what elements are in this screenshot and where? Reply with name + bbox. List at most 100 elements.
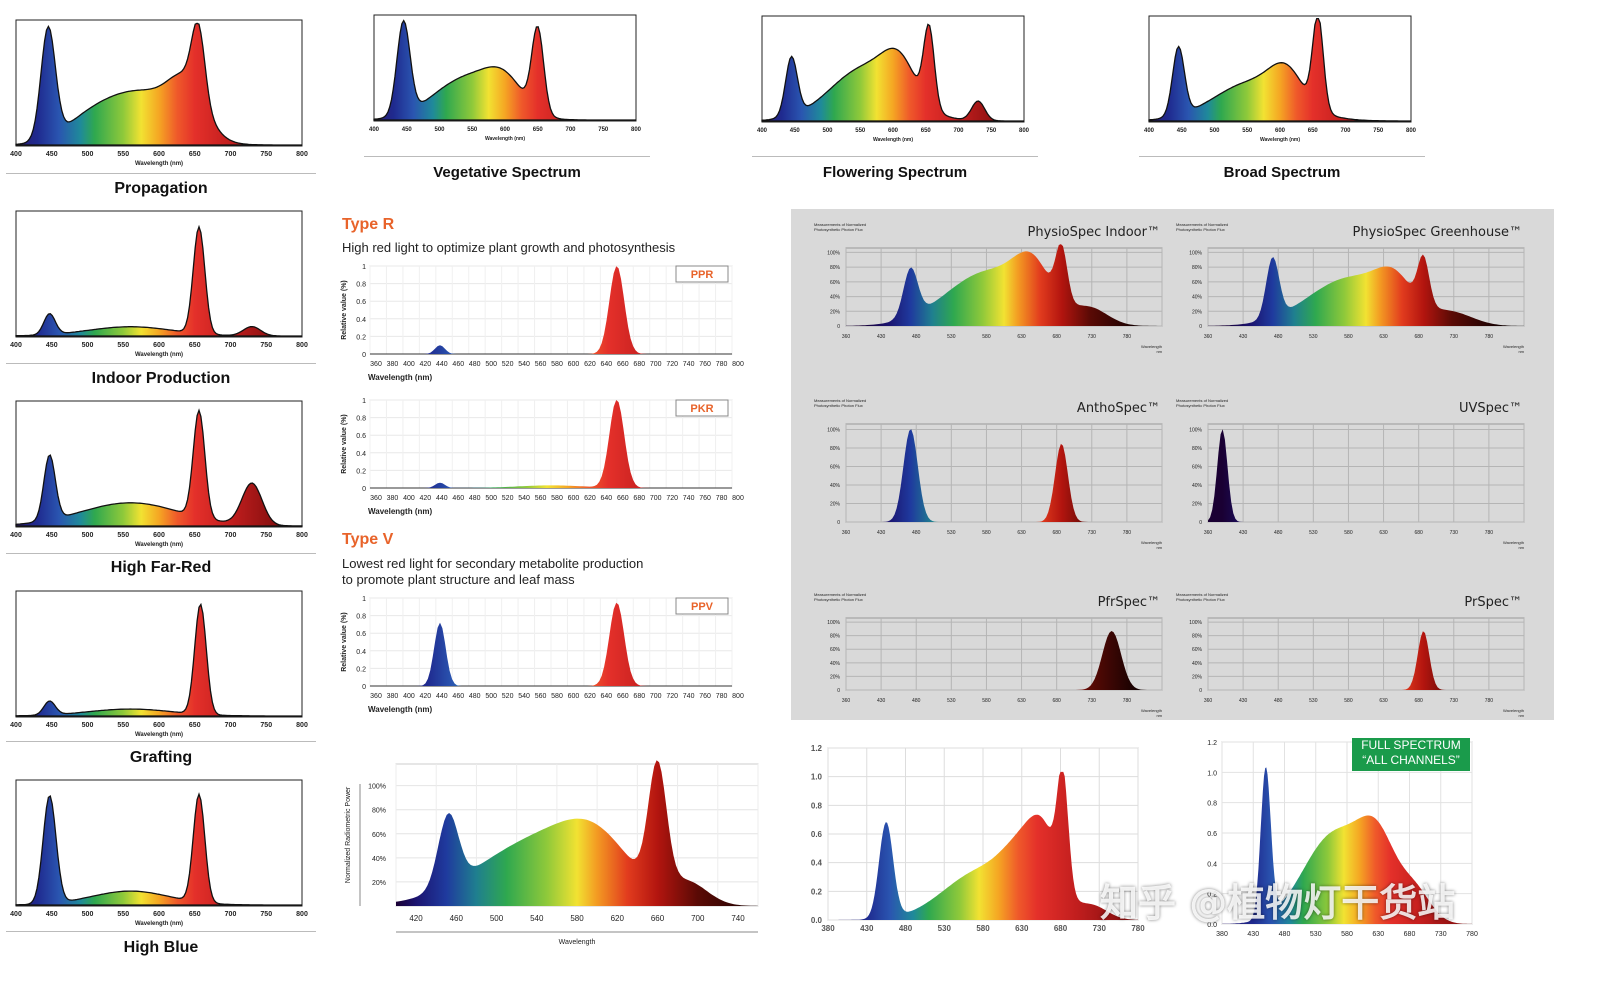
x-tick-label: 750 xyxy=(260,722,272,729)
spectrum-name: PrSpec™ xyxy=(1464,595,1522,610)
x-tick-label: 360 xyxy=(1204,698,1213,704)
badge-label: PKR xyxy=(690,403,713,415)
x-tick-label: 750 xyxy=(598,127,609,133)
y-tick-label: 0.0 xyxy=(1207,922,1217,929)
y-tick-label: 80% xyxy=(830,446,841,452)
x-tick-label: 450 xyxy=(46,722,58,729)
x-tick-label: 520 xyxy=(502,693,514,700)
spectrum-curve xyxy=(846,244,1162,326)
x-tick-label: 780 xyxy=(1123,334,1132,340)
x-tick-label: 750 xyxy=(1373,128,1384,134)
x-tick-label: 640 xyxy=(601,361,613,368)
x-tick-label: 620 xyxy=(584,495,596,502)
x-tick-label: 620 xyxy=(611,914,625,923)
x-tick-label: 450 xyxy=(46,911,58,918)
plot-area xyxy=(845,423,1163,523)
x-tick-label: 400 xyxy=(403,693,415,700)
x-tick-label: 650 xyxy=(921,128,932,134)
y-tick-label: 0.2 xyxy=(356,468,366,475)
x-tick-label: 720 xyxy=(666,495,678,502)
x-tick-label: 720 xyxy=(666,361,678,368)
x-tick-label: 460 xyxy=(452,693,464,700)
divider xyxy=(752,156,1038,157)
chart-high-far-red: 400 450 500 550 600 650 700 750 800 Wavelength (n… xyxy=(10,400,308,548)
x-tick-label: 700 xyxy=(565,127,576,133)
x-tick-label: 600 xyxy=(568,495,580,502)
type-chart-pkr: 0 0.2 0.4 0.6 0.8 1 360 380 400 420 440 460 480 500 52… xyxy=(341,398,744,516)
x-tick-label: 400 xyxy=(1144,128,1155,134)
x-tick-label: 800 xyxy=(296,722,308,729)
badge-box xyxy=(675,399,729,417)
x-tick-label: 730 xyxy=(1450,334,1459,340)
x-tick-label: 400 xyxy=(10,532,22,539)
bottom-right-chart: 0.0 0.2 0.4 0.6 0.8 1.0 1.2 380 430 480 530 580 630 6… xyxy=(1207,740,1478,938)
y-tick-label: 80% xyxy=(1192,634,1203,640)
x-tick-label: 480 xyxy=(899,924,913,933)
y-tick-label: 1 xyxy=(362,398,366,405)
x-tick-label: 530 xyxy=(947,530,956,536)
x-tick-label: 700 xyxy=(691,914,705,923)
small-label: Photosynthetic Photon Flux xyxy=(1176,403,1225,408)
small-label: Measurements of Normalized xyxy=(1176,222,1228,227)
y-axis-label: Relative value (%) xyxy=(341,612,348,672)
x-axis-unit: nm xyxy=(1518,545,1524,550)
y-tick-label: 0.6 xyxy=(356,433,366,440)
x-tick-label: 480 xyxy=(1279,931,1291,938)
x-tick-label: 780 xyxy=(716,495,728,502)
x-tick-label: 540 xyxy=(518,495,530,502)
x-axis-label: Wavelength (nm) xyxy=(368,507,432,516)
x-tick-label: 800 xyxy=(296,911,308,918)
x-tick-label: 600 xyxy=(153,722,165,729)
chart-title-vegetative: Vegetative Spectrum xyxy=(433,164,581,181)
bottom-left-chart: 20% 40% 60% 80% 100% 420 460 500 540 580 620 660 700… xyxy=(345,760,759,946)
divider xyxy=(6,553,316,554)
x-tick-label: 700 xyxy=(225,532,237,539)
x-tick-label: 500 xyxy=(485,693,497,700)
x-axis-label: Wavelength xyxy=(1141,540,1162,545)
x-tick-label: 360 xyxy=(842,698,851,704)
x-tick-label: 580 xyxy=(551,693,563,700)
x-axis-label: Wavelength (nm) xyxy=(1260,137,1300,143)
type-v-heading: Type V xyxy=(342,531,394,548)
y-tick-label: 0 xyxy=(362,352,366,359)
y-tick-label: 0.4 xyxy=(356,649,366,656)
x-tick-label: 780 xyxy=(716,361,728,368)
x-tick-label: 700 xyxy=(650,361,662,368)
x-tick-label: 500 xyxy=(434,127,445,133)
x-tick-label: 680 xyxy=(633,495,645,502)
x-tick-label: 650 xyxy=(1308,128,1319,134)
x-tick-label: 430 xyxy=(860,924,874,933)
x-tick-label: 580 xyxy=(551,495,563,502)
x-tick-label: 650 xyxy=(189,532,201,539)
x-tick-label: 780 xyxy=(1123,698,1132,704)
x-tick-label: 520 xyxy=(502,495,514,502)
chart-title-high-blue: High Blue xyxy=(123,939,199,956)
x-tick-label: 800 xyxy=(732,361,744,368)
x-tick-label: 700 xyxy=(225,722,237,729)
x-tick-label: 630 xyxy=(1015,924,1029,933)
y-tick-label: 20% xyxy=(1192,502,1203,508)
x-tick-label: 700 xyxy=(953,128,964,134)
chart-flowering-spectrum: 400 450 500 550 600 650 700 750 800 Wavelength (n… xyxy=(757,15,1030,143)
x-tick-label: 650 xyxy=(189,151,201,158)
type-chart-ppv: 0 0.2 0.4 0.6 0.8 1 360 380 400 420 440 460 480 500 52… xyxy=(341,596,744,714)
x-tick-label: 760 xyxy=(699,693,711,700)
small-label: Photosynthetic Photon Flux xyxy=(814,597,863,602)
x-tick-label: 550 xyxy=(117,342,129,349)
x-tick-label: 400 xyxy=(10,911,22,918)
x-tick-label: 630 xyxy=(1017,334,1026,340)
y-tick-label: 20% xyxy=(1192,674,1203,680)
x-tick-label: 430 xyxy=(1239,334,1248,340)
x-tick-label: 560 xyxy=(535,361,547,368)
x-tick-label: 450 xyxy=(402,127,413,133)
y-tick-label: 20% xyxy=(830,674,841,680)
y-tick-label: 80% xyxy=(830,265,841,271)
y-tick-label: 60% xyxy=(1192,465,1203,471)
x-axis-unit: nm xyxy=(1156,713,1162,718)
badge-box xyxy=(675,265,729,283)
x-tick-label: 480 xyxy=(912,698,921,704)
y-tick-label: 80% xyxy=(372,808,386,815)
x-tick-label: 780 xyxy=(1123,530,1132,536)
x-tick-label: 580 xyxy=(982,334,991,340)
x-tick-label: 440 xyxy=(436,693,448,700)
